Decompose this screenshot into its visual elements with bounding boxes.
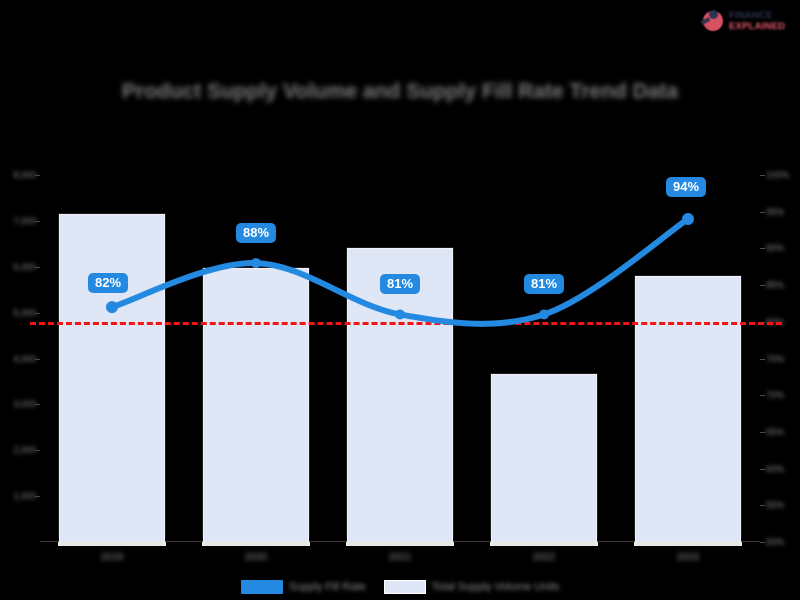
data-label-2021: 81% bbox=[379, 274, 421, 295]
y-axis-right-tick-label: 60% bbox=[766, 463, 785, 474]
y-axis-right-tick-label: 100% bbox=[766, 170, 790, 180]
logo-text-secondary: EXPLAINED bbox=[729, 21, 786, 32]
y-axis-left-tick-label: 5,000 bbox=[13, 307, 36, 318]
bar-2022[interactable] bbox=[490, 373, 598, 547]
line-data-point[interactable] bbox=[251, 258, 261, 269]
y-axis-right-tick-mark bbox=[760, 431, 765, 433]
y-axis-left-tick-mark bbox=[35, 266, 40, 268]
y-axis-right-tick-mark bbox=[760, 358, 765, 360]
y-axis-right-tick-label: 70% bbox=[766, 390, 785, 401]
x-axis-tick-label: 2019 bbox=[100, 552, 124, 563]
brand-logo: FINANCE EXPLAINED bbox=[700, 6, 792, 36]
legend-item-label: Supply Fill Rate bbox=[288, 581, 366, 593]
x-axis-tick-label: 2023 bbox=[676, 552, 700, 563]
y-axis-right-tick-mark bbox=[760, 542, 765, 543]
line-data-point[interactable] bbox=[682, 213, 694, 226]
y-axis-right-tick-mark bbox=[760, 505, 765, 507]
y-axis-left-tick-label: 1,000 bbox=[13, 491, 36, 502]
legend-item-0[interactable]: Supply Fill Rate bbox=[240, 580, 366, 594]
bar-2023[interactable] bbox=[634, 276, 742, 546]
x-axis-tick-label: 2020 bbox=[244, 552, 268, 563]
bar-2019[interactable] bbox=[58, 213, 166, 547]
y-axis-right-tick-label: 95% bbox=[766, 206, 785, 217]
y-axis-left-tick-label: 6,000 bbox=[13, 261, 36, 272]
y-axis-left-tick-label: 7,000 bbox=[13, 215, 36, 226]
bar-2020[interactable] bbox=[202, 267, 310, 547]
chart-title: Product Supply Volume and Supply Fill Ra… bbox=[121, 80, 679, 103]
y-axis-right-tick-label: 50% bbox=[766, 537, 785, 547]
y-axis-right-tick-label: 85% bbox=[766, 280, 785, 291]
data-label-2019: 82% bbox=[87, 273, 129, 294]
y-axis-right-tick-label: 75% bbox=[766, 353, 785, 364]
logo-mark-icon bbox=[700, 8, 726, 34]
y-axis-right-tick-label: 65% bbox=[766, 426, 785, 437]
y-axis-right-tick-mark bbox=[760, 248, 765, 250]
y-axis-left-tick-label: 2,000 bbox=[13, 445, 36, 456]
plot-area: 8,000 7,000 6,000 5,000 4,000 3,000 2,000 1,000… bbox=[13, 170, 789, 563]
y-axis-left-tick-label: 3,000 bbox=[13, 399, 36, 410]
y-axis-left-tick-label: 8,000 bbox=[13, 170, 36, 180]
y-axis-left-tick-mark bbox=[35, 450, 40, 452]
y-axis-left-tick-mark bbox=[35, 220, 40, 222]
y-axis-right-tick-mark bbox=[760, 468, 765, 470]
legend-item-label: Total Supply Volume Units bbox=[431, 581, 560, 593]
y-axis-left-tick-mark bbox=[35, 496, 40, 498]
y-axis-right-tick-mark bbox=[760, 175, 765, 176]
y-axis-right-tick-mark bbox=[760, 211, 765, 213]
y-axis-left-tick-mark bbox=[35, 358, 40, 360]
y-axis-right-tick-mark bbox=[760, 395, 765, 397]
legend-bar-swatch-icon bbox=[383, 580, 426, 594]
data-label-2023: 94% bbox=[665, 177, 707, 198]
y-axis-right-tick-label: 55% bbox=[766, 500, 785, 511]
data-label-2020: 88% bbox=[235, 223, 277, 244]
target-reference-line bbox=[30, 321, 782, 325]
y-axis-left-tick-mark bbox=[35, 312, 40, 314]
logo-text-primary: FINANCE bbox=[729, 9, 773, 21]
x-axis-tick-label: 2021 bbox=[388, 552, 412, 563]
y-axis-left-tick-mark bbox=[35, 175, 40, 176]
legend-line-swatch-icon bbox=[240, 580, 283, 594]
legend-item-1[interactable]: Total Supply Volume Units bbox=[383, 580, 560, 594]
y-axis-right-tick-label: 90% bbox=[766, 243, 785, 254]
y-axis-right-tick-mark bbox=[760, 285, 765, 287]
line-data-point[interactable] bbox=[539, 309, 549, 320]
data-label-2022: 81% bbox=[523, 274, 565, 295]
x-axis-tick-label: 2022 bbox=[532, 552, 556, 563]
y-axis-left-tick-mark bbox=[35, 404, 40, 406]
y-axis-left-tick-label: 4,000 bbox=[13, 353, 36, 364]
chart-legend: Supply Fill Rate Total Supply Volume Unit… bbox=[0, 580, 800, 594]
